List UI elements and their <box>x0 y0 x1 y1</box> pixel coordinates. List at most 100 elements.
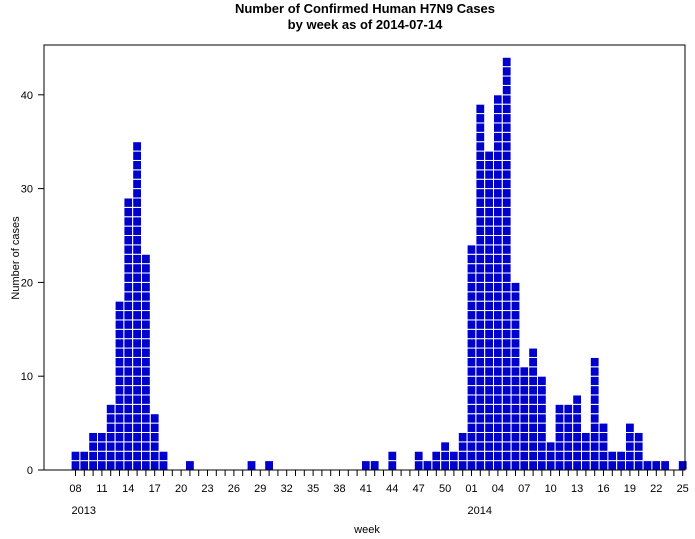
bar-cell <box>484 310 495 321</box>
bar-cell <box>466 460 477 471</box>
bar-cell <box>466 375 477 387</box>
bar-cell <box>132 319 142 330</box>
bar-cell <box>501 338 512 349</box>
bar-cell <box>123 281 134 293</box>
bar-cell <box>528 441 539 452</box>
bar-cell <box>501 235 512 246</box>
bar-cell <box>475 319 486 330</box>
bar-cell <box>141 310 151 321</box>
bar-cell <box>484 394 495 405</box>
bar-cell <box>519 394 530 405</box>
bar-cell <box>475 272 486 283</box>
bar-cell <box>537 375 547 387</box>
bar-cell <box>501 385 512 396</box>
bar-cell <box>141 300 151 312</box>
bar-cell <box>475 338 486 349</box>
bar-2014-15 <box>589 356 600 471</box>
bar-cell <box>651 460 662 471</box>
bar-cell <box>123 431 134 443</box>
bar-cell <box>510 300 521 312</box>
bar-2014-19 <box>625 422 635 471</box>
bar-cell <box>132 225 142 236</box>
bar-cell <box>642 460 653 471</box>
bar-cell <box>132 235 142 246</box>
bar-cell <box>114 460 125 471</box>
bar-cell <box>563 450 574 462</box>
bar-cell <box>501 460 512 471</box>
bar-cell <box>466 338 477 349</box>
bar-2013-42 <box>369 460 380 471</box>
bar-cell <box>501 113 512 124</box>
bar-cell <box>475 328 486 340</box>
bar-cell <box>466 253 477 265</box>
bar-cell <box>519 460 530 471</box>
bar-cell <box>466 347 477 358</box>
bar-cell <box>554 413 565 424</box>
bar-cell <box>493 385 503 396</box>
bar-cell <box>589 413 600 424</box>
bar-cell <box>114 422 125 433</box>
bar-cell <box>519 385 530 396</box>
bar-cell <box>563 413 574 424</box>
bar-cell <box>475 150 486 161</box>
bar-cell <box>440 441 451 452</box>
bar-cell <box>475 103 486 115</box>
bar-cell <box>493 422 503 433</box>
bar-cell <box>132 338 142 349</box>
bar-cell <box>607 450 618 462</box>
bar-cell <box>633 450 644 462</box>
bar-cell <box>510 281 521 293</box>
bar-cell <box>537 385 547 396</box>
bar-cell <box>510 385 521 396</box>
bar-2014-18 <box>616 450 627 471</box>
bar-cell <box>132 431 142 443</box>
bar-cell <box>484 328 495 340</box>
bar-cell <box>466 319 477 330</box>
bar-cell <box>501 300 512 312</box>
bar-cell <box>466 291 477 302</box>
bar-cell <box>528 460 539 471</box>
bar-cell <box>493 122 503 133</box>
bar-2014-22 <box>651 460 662 471</box>
bar-cell <box>528 366 539 377</box>
bar-cell <box>132 159 142 171</box>
x-tick-label: 07 <box>518 483 530 495</box>
bar-cell <box>158 460 169 471</box>
bar-cell <box>545 460 556 471</box>
bar-cell <box>501 225 512 236</box>
bar-cell <box>123 422 134 433</box>
bar-cell <box>141 319 151 330</box>
bar-cell <box>123 272 134 283</box>
bar-2013-49 <box>431 450 442 471</box>
bar-cell <box>501 197 512 208</box>
bar-cell <box>528 394 539 405</box>
bar-cell <box>519 431 530 443</box>
bar-cell <box>123 366 134 377</box>
x-tick-label: 41 <box>360 483 372 495</box>
bar-2014-14 <box>581 431 591 471</box>
bar-cell <box>475 375 486 387</box>
bar-2013-08 <box>70 450 81 471</box>
bar-cell <box>141 328 151 340</box>
bar-cell <box>519 422 530 433</box>
bar-cell <box>589 356 600 368</box>
bar-2013-11 <box>97 431 107 471</box>
bar-cell <box>141 291 151 302</box>
bar-cell <box>132 310 142 321</box>
bar-cell <box>501 122 512 133</box>
bar-cell <box>493 281 503 293</box>
bar-cell <box>528 403 539 415</box>
bar-cell <box>484 197 495 208</box>
x-tick-label: 50 <box>439 483 451 495</box>
bar-cell <box>440 450 451 462</box>
bar-cell <box>185 460 195 471</box>
bar-cell <box>132 244 142 255</box>
bar-cell <box>132 422 142 433</box>
bar-cell <box>493 113 503 124</box>
bar-cell <box>501 56 512 68</box>
bar-cell <box>501 272 512 283</box>
bar-cell <box>633 460 644 471</box>
bar-cell <box>501 159 512 171</box>
bar-cell <box>493 244 503 255</box>
bar-cell <box>501 375 512 387</box>
